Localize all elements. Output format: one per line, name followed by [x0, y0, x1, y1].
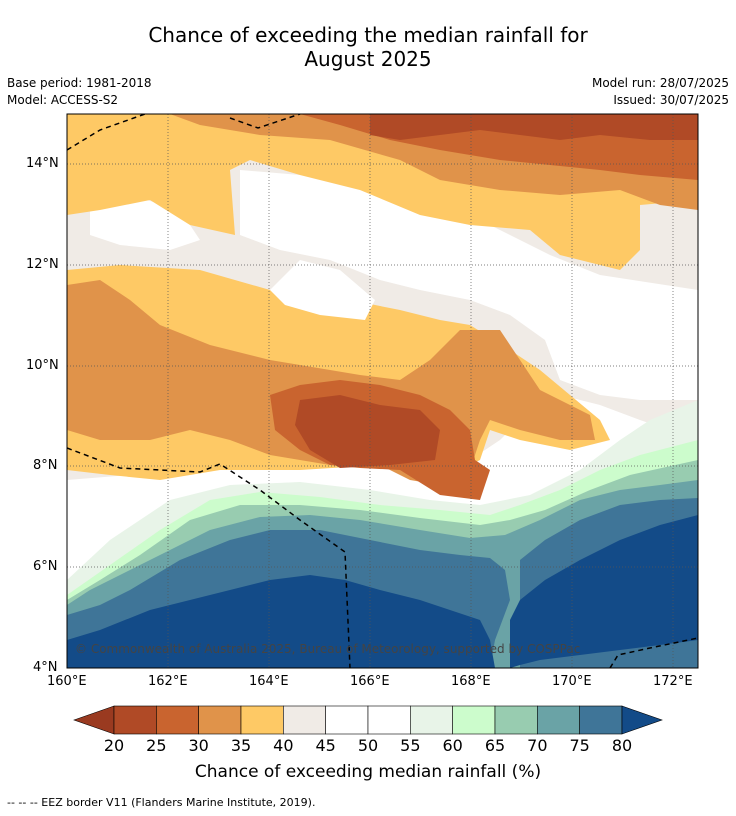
- eez-border: [67, 114, 698, 668]
- colorbar-tick-label: 60: [442, 736, 463, 755]
- colorbar-tick-label: 55: [400, 736, 421, 755]
- y-tick-label: 4°N: [33, 660, 58, 675]
- x-tick-label: 166°E: [350, 674, 390, 689]
- colorbar-tick-label: 65: [484, 736, 506, 755]
- contour-45-55-inner: [240, 170, 698, 400]
- y-tick-label: 8°N: [33, 458, 58, 473]
- colorbar-cell: [367, 705, 411, 735]
- colorbar-label: Chance of exceeding median rainfall (%): [194, 762, 542, 782]
- y-tick-label: 14°N: [26, 156, 59, 171]
- y-tick-label: 12°N: [26, 257, 59, 272]
- colorbar-tick-label: 30: [188, 736, 209, 755]
- y-tick-label: 6°N: [33, 559, 58, 574]
- colorbar-tick-label: 40: [273, 736, 294, 755]
- colorbar-tick-label: 45: [315, 736, 336, 755]
- colorbar-cell: [240, 705, 284, 735]
- model-run: Model run: 28/07/2025: [591, 76, 729, 90]
- model-name: Model: ACCESS-S2: [7, 93, 119, 107]
- issued-date: Issued: 30/07/2025: [613, 93, 729, 107]
- x-tick-label: 170°E: [552, 674, 592, 689]
- colorbar-tick-label: 35: [230, 736, 252, 755]
- colorbar-tick-label: 20: [103, 736, 125, 755]
- colorbar-tick-label: 50: [357, 736, 379, 755]
- copyright-text: © Commonwealth of Australia 2025, Bureau…: [75, 642, 580, 656]
- contour-30-35: [67, 114, 698, 485]
- x-tick-label: 160°E: [47, 674, 87, 689]
- base-period: Base period: 1981-2018: [7, 76, 152, 90]
- x-tick-label: 172°E: [653, 674, 693, 689]
- colorbar: [73, 705, 663, 735]
- x-tick-label: 164°E: [249, 674, 289, 689]
- eez-legend: -- -- -- EEZ border V11 (Flanders Marine…: [7, 796, 316, 809]
- colorbar-cell: [198, 705, 242, 735]
- gridlines: [67, 114, 698, 668]
- colorbar-cell: [579, 705, 623, 735]
- contour-45-55-hole: [270, 260, 375, 320]
- colorbar-cell: [494, 705, 538, 735]
- colorbar-tick-label: 80: [611, 736, 633, 755]
- contour-20-25: [295, 114, 698, 468]
- colorbar-cell: [156, 705, 199, 735]
- x-tick-label: 162°E: [148, 674, 188, 689]
- contour-above-80: [67, 515, 698, 668]
- colorbar-cell: [452, 705, 496, 735]
- colorbar-cell: [283, 705, 326, 735]
- map-frame: [66, 113, 699, 669]
- y-tick-label: 10°N: [26, 358, 59, 373]
- colorbar-cell: [113, 705, 157, 735]
- rainfall-map: [67, 114, 698, 668]
- colorbar-low-arrow: [73, 705, 115, 735]
- colorbar-high-arrow: [621, 705, 663, 735]
- x-tick-label: 168°E: [451, 674, 491, 689]
- colorbar-tick-label: 70: [527, 736, 548, 755]
- title-line-1: Chance of exceeding the median rainfall …: [148, 23, 588, 47]
- contour-25-30: [270, 114, 698, 500]
- colorbar-cell: [325, 705, 369, 735]
- colorbar-cell: [537, 705, 580, 735]
- colorbar-tick-label: 75: [569, 736, 590, 755]
- title-line-2: August 2025: [304, 47, 432, 71]
- colorbar-tick-label: 25: [146, 736, 167, 755]
- colorbar-cell: [410, 705, 453, 735]
